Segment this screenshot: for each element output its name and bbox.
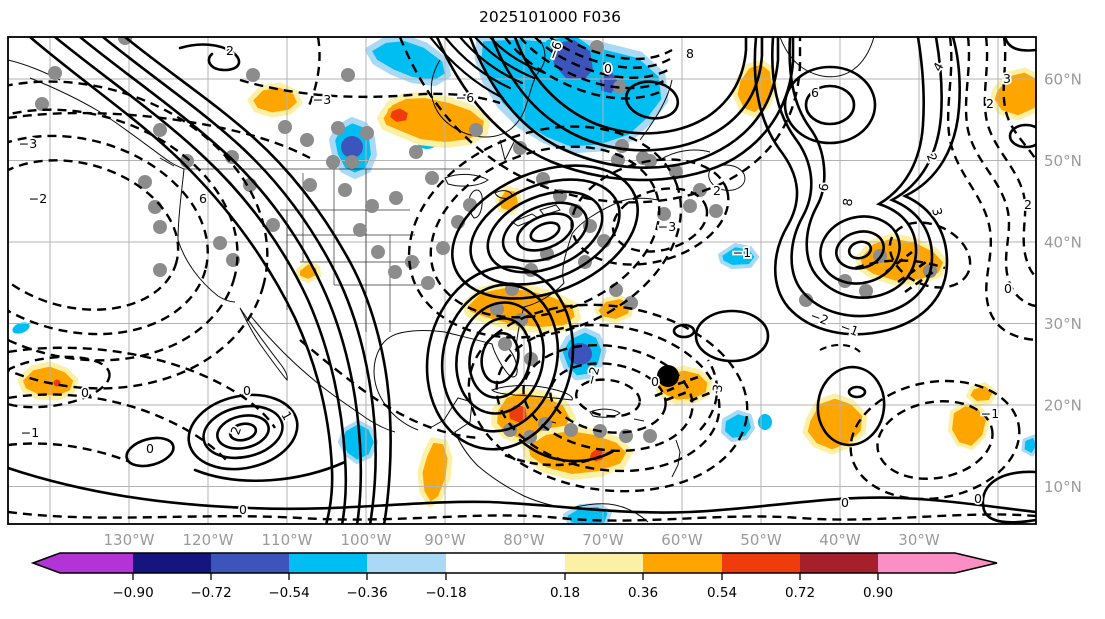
contour-label: 0 — [651, 374, 659, 389]
contour-label: 3 — [1003, 71, 1011, 86]
negative-anomaly-patch — [1021, 434, 1036, 457]
contour-label: 2 — [226, 43, 234, 58]
contour-label: 6 — [199, 191, 207, 206]
contour-label: −6 — [456, 90, 474, 105]
lon-tick-label: 80°W — [503, 531, 545, 549]
lat-tick-label: 10°N — [1044, 478, 1082, 496]
contour-label: 0 — [974, 491, 982, 506]
colorbar-tick-label: 0.54 — [707, 585, 737, 601]
contour-label: 2 — [924, 151, 941, 164]
positive-anomaly-patch — [417, 437, 453, 508]
map-frame — [7, 36, 1037, 525]
negative-anomaly-patch — [338, 420, 378, 464]
contour-label: 8 — [686, 46, 694, 61]
colorbar-tick-label: −0.18 — [425, 585, 466, 601]
highlight-dot — [657, 365, 679, 387]
positive-anomaly-patch — [802, 393, 868, 455]
positive-anomaly-patch — [17, 361, 79, 401]
contour-label: −3 — [19, 136, 37, 151]
lat-tick-label: 50°N — [1044, 152, 1082, 170]
lon-tick-label: 30°W — [898, 531, 940, 549]
contour-label: 0 — [604, 61, 612, 76]
contour-label: 0 — [239, 502, 247, 517]
contour-label: 0 — [1004, 281, 1012, 296]
contour-label: 0 — [243, 383, 251, 398]
colorbar-tick-label: −0.90 — [112, 585, 153, 601]
chart-title: 2025101000 F036 — [479, 8, 621, 26]
contour-label: 2 — [713, 183, 721, 198]
negative-anomaly-patch — [12, 322, 30, 334]
contour-label: 2 — [986, 96, 994, 111]
lon-tick-label: 120°W — [183, 531, 234, 549]
colorbar: −0.90 −0.72 −0.54 −0.36 −0.18 0.18 0.36 0.54 0.7… — [30, 552, 998, 601]
contour-label: 0 — [146, 441, 154, 456]
contour-label: 3 — [709, 383, 725, 393]
contour-label: 0 — [81, 385, 89, 400]
contour-label: 2 — [1024, 197, 1032, 212]
negative-anomaly-patch — [718, 243, 759, 269]
lon-tick-label: 110°W — [262, 531, 313, 549]
lat-tick-label: 30°N — [1044, 315, 1082, 333]
lon-tick-label: 100°W — [341, 531, 392, 549]
contour-label: −1 — [838, 319, 860, 339]
colorbar-tick-label: 0.72 — [785, 585, 815, 601]
colorbar-tick-label: 0.18 — [550, 585, 580, 601]
contour-label: 3 — [929, 206, 946, 218]
highlight-dot-layer — [657, 365, 679, 387]
dashed-contours — [8, 37, 1036, 522]
strong-positive-core — [386, 104, 412, 126]
lat-tick-label: 20°N — [1044, 397, 1082, 415]
strong-negative-core — [341, 136, 363, 158]
strong-negative-core — [546, 37, 597, 84]
contour-label: −2 — [583, 365, 602, 387]
contour-label: 4 — [930, 60, 947, 74]
colorbar-tick-label: −0.72 — [190, 585, 231, 601]
negative-anomaly-patch — [721, 410, 755, 442]
lon-tick-label: 40°W — [819, 531, 861, 549]
lat-tick-label: 40°N — [1044, 234, 1082, 252]
lat-tick-label: 60°N — [1044, 71, 1082, 89]
contour-label: 6 — [815, 182, 831, 192]
solid-contours — [8, 37, 1036, 524]
positive-anomaly-patch — [966, 382, 997, 405]
lon-tick-label: 60°W — [661, 531, 703, 549]
hatch-marks — [504, 250, 934, 467]
colorbar-tick-label: 0.90 — [863, 585, 893, 601]
contour-label: 0 — [841, 495, 849, 510]
lon-tick-label: 130°W — [104, 531, 155, 549]
contour-label: −3 — [658, 219, 676, 234]
lon-tick-label: 70°W — [582, 531, 624, 549]
contour-label: −3 — [313, 92, 331, 107]
axis-tick-labels: 130°W 120°W 110°W 100°W 90°W 80°W 70°W 60°W 50°W… — [104, 71, 1082, 550]
contour-label: 8 — [839, 197, 855, 207]
colorbar-tick-label: −0.36 — [346, 585, 387, 601]
colorbar-tick-label: −0.54 — [268, 585, 309, 601]
contour-label: −2 — [29, 191, 47, 206]
colorbar-tick-label: 0.36 — [628, 585, 658, 601]
station-dots — [35, 37, 937, 444]
positive-anomaly-patch — [989, 67, 1036, 121]
lon-tick-label: 90°W — [424, 531, 466, 549]
lon-tick-label: 50°W — [740, 531, 782, 549]
negative-anomaly-patch — [365, 37, 451, 86]
negative-anomaly-patch — [758, 414, 772, 430]
contour-label: −1 — [733, 245, 751, 260]
contour-label: −1 — [21, 425, 39, 440]
contour-label: −1 — [981, 406, 999, 421]
contour-label: 6 — [811, 85, 819, 100]
